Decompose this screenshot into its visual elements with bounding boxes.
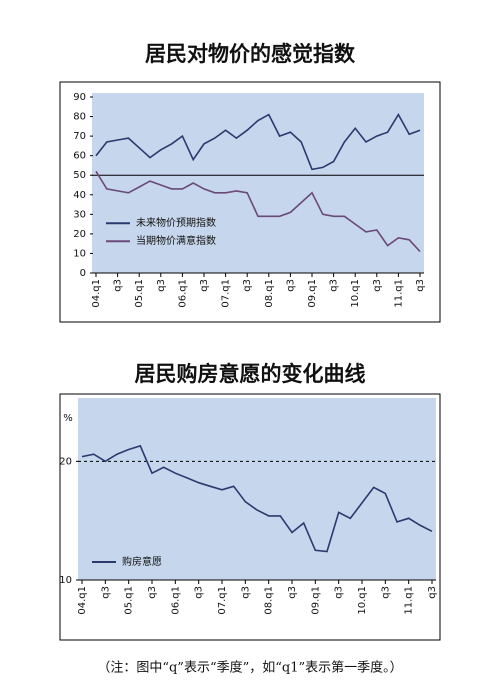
y-tick-label: 60 <box>73 151 86 162</box>
note: （注：图中“q”表示“季度”，如“q1”表示第一季度。） <box>97 660 402 676</box>
chart-title: 居民购房意愿的变化曲线 <box>135 362 366 386</box>
x-tick-label: q3 <box>287 586 298 599</box>
x-tick-label: 08.q1 <box>264 279 275 308</box>
x-tick-label: q3 <box>147 586 158 599</box>
x-tick-label: 09.q1 <box>307 279 318 308</box>
plot-area <box>78 398 436 580</box>
x-tick-label: q3 <box>240 586 251 599</box>
x-tick-label: 04.q1 <box>91 279 102 308</box>
x-tick-label: q3 <box>285 279 296 292</box>
y-tick-label: 90 <box>73 92 86 103</box>
x-tick-label: 06.q1 <box>177 279 188 308</box>
x-tick-label: q3 <box>194 586 205 599</box>
x-tick-label: q3 <box>156 279 167 292</box>
x-tick-label: q3 <box>427 586 438 599</box>
y-tick-label: 40 <box>73 190 86 201</box>
x-tick-label: 09.q1 <box>310 586 321 615</box>
x-tick-label: 07.q1 <box>217 586 228 615</box>
x-tick-label: q3 <box>199 279 210 292</box>
x-tick-label: q3 <box>100 586 111 599</box>
x-tick-label: q3 <box>372 279 383 292</box>
x-tick-label: q3 <box>380 586 391 599</box>
y-tick-label: 10 <box>59 575 72 586</box>
y-tick-label: 10 <box>73 248 86 259</box>
x-tick-label: 10.q1 <box>350 279 361 308</box>
x-tick-label: q3 <box>334 586 345 599</box>
y-tick-label: 20 <box>73 229 86 240</box>
x-tick-label: 05.q1 <box>134 279 145 308</box>
x-tick-label: 04.q1 <box>77 586 88 615</box>
x-tick-label: 11.q1 <box>404 586 415 615</box>
x-tick-label: 10.q1 <box>357 586 368 615</box>
y-tick-label: 0 <box>80 268 86 279</box>
x-tick-label: 07.q1 <box>221 279 232 308</box>
series-line <box>81 444 433 553</box>
x-tick-label: 06.q1 <box>170 586 181 615</box>
chart-title: 居民对物价的感觉指数 <box>145 42 356 66</box>
y-tick-label: 20 <box>59 456 72 467</box>
series-line <box>95 170 421 253</box>
x-tick-label: q3 <box>242 279 253 292</box>
x-tick-label: q3 <box>329 279 340 292</box>
series-line <box>95 113 421 171</box>
legend-label: 购房意愿 <box>122 555 162 568</box>
y-tick-label: 70 <box>73 131 86 142</box>
y-axis-label: % <box>63 413 73 424</box>
y-tick-label: 50 <box>73 170 86 181</box>
x-tick-label: 08.q1 <box>264 586 275 615</box>
legend-label: 未来物价预期指数 <box>136 216 216 229</box>
y-tick-label: 80 <box>73 112 86 123</box>
x-tick-label: 11.q1 <box>393 279 404 308</box>
x-tick-label: q3 <box>415 279 426 292</box>
x-tick-label: 05.q1 <box>124 586 135 615</box>
x-tick-label: q3 <box>113 279 124 292</box>
y-tick-label: 30 <box>73 209 86 220</box>
legend-label: 当期物价满意指数 <box>136 234 216 247</box>
